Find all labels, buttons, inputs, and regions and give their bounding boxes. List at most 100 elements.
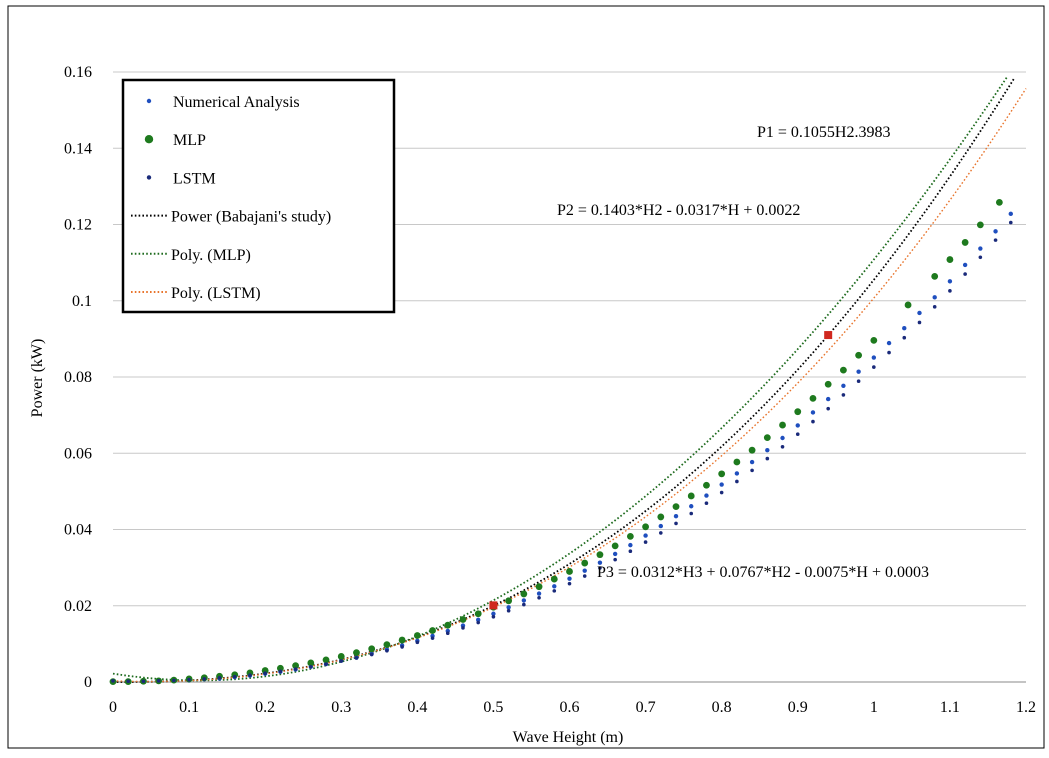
point-lstm — [278, 669, 283, 674]
y-tick-labels: 0 0.02 0.04 0.06 0.08 0.1 0.12 0.14 0.16 — [64, 64, 92, 691]
point-numerical-analysis — [886, 340, 892, 346]
y-tick-label: 0.16 — [64, 64, 92, 81]
x-tick-label: 0.9 — [788, 699, 808, 716]
point-mlp — [535, 583, 543, 591]
point-mlp — [307, 659, 315, 667]
point-lstm — [187, 677, 191, 682]
y-tick-label: 0.06 — [64, 445, 92, 462]
point-lstm — [309, 664, 313, 669]
legend-label-power-babajani-s-study-: Power (Babajani's study) — [171, 209, 331, 226]
x-tick-labels: 0 0.1 0.2 0.3 0.4 0.5 0.6 0.7 0.8 0.9 1 1.1 1.2 — [109, 699, 1036, 716]
y-tick-label: 0.14 — [64, 140, 92, 157]
point-numerical-analysis — [628, 542, 633, 548]
point-mlp — [824, 380, 832, 388]
point-lstm — [172, 678, 176, 683]
point-lstm — [126, 679, 131, 684]
point-mlp — [429, 627, 436, 634]
point-mlp — [687, 492, 695, 500]
legend: Numerical Analysis MLP LSTM Power (Babajani… — [121, 78, 396, 314]
point-mlp — [904, 301, 912, 309]
point-mlp — [413, 632, 421, 639]
point-numerical-analysis — [734, 471, 740, 476]
point-numerical-analysis — [825, 396, 831, 402]
point-lstm — [111, 679, 115, 683]
trend-line-power-babajani — [113, 77, 1016, 683]
legend-label-numerical-analysis: Numerical Analysis — [173, 94, 300, 111]
point-mlp — [322, 656, 330, 664]
x-tick-label: 0.3 — [331, 699, 351, 716]
point-lstm — [582, 574, 587, 578]
point-numerical-analysis — [491, 611, 496, 616]
point-mlp — [383, 641, 391, 649]
point-lstm — [537, 595, 541, 600]
point-mlp — [995, 198, 1003, 206]
legend-box — [121, 78, 396, 314]
point-lstm — [963, 272, 967, 276]
x-tick-label: 0.8 — [712, 699, 732, 716]
x-tick-label: 0.6 — [560, 699, 580, 716]
point-mlp — [276, 664, 284, 672]
point-numerical-analysis — [597, 560, 603, 565]
point-mlp — [672, 503, 680, 511]
point-lstm — [567, 581, 572, 586]
point-mlp — [931, 272, 939, 280]
x-axis-label: Wave Height (m) — [513, 729, 624, 746]
point-numerical-analysis — [536, 591, 542, 596]
y-tick-label: 0.1 — [72, 293, 92, 310]
point-lstm — [719, 490, 724, 495]
point-mlp — [444, 621, 452, 629]
point-lstm — [872, 365, 876, 369]
point-numerical-analysis — [810, 410, 816, 415]
point-numerical-analysis — [902, 326, 907, 331]
x-tick-label: 0.4 — [407, 699, 427, 716]
point-mlp — [870, 337, 878, 344]
point-numerical-analysis — [658, 523, 663, 529]
point-lstm — [795, 432, 800, 436]
point-lstm — [628, 549, 633, 554]
point-mlp — [353, 649, 360, 657]
point-numerical-analysis — [673, 513, 679, 519]
point-mlp — [550, 575, 558, 583]
point-lstm — [293, 667, 298, 671]
legend-label-poly-mlp-: Poly. (MLP) — [171, 247, 251, 264]
point-lstm — [400, 645, 404, 649]
point-mlp — [976, 221, 984, 229]
y-tick-label: 0.02 — [64, 598, 92, 615]
point-numerical-analysis — [612, 551, 618, 557]
point-mlp — [794, 408, 802, 416]
point-mlp — [261, 667, 269, 674]
point-lstm — [689, 511, 694, 516]
equation-p3: P3 = 0.0312*H3 + 0.0767*H2 - 0.0075*H + … — [597, 564, 929, 581]
point-numerical-analysis — [689, 504, 694, 509]
y-tick-label: 0 — [84, 674, 92, 691]
point-numerical-analysis — [704, 493, 709, 498]
point-lstm — [506, 608, 511, 613]
point-numerical-analysis — [978, 246, 983, 251]
x-tick-label: 0.5 — [483, 699, 503, 716]
point-lstm — [202, 677, 207, 681]
point-mlp — [946, 256, 954, 263]
point-mlp — [718, 470, 726, 478]
point-mlp — [459, 616, 467, 623]
point-lstm — [445, 631, 450, 635]
point-numerical-analysis — [719, 482, 724, 487]
x-tick-label: 0.1 — [179, 699, 199, 716]
legend-swatch-mlp — [144, 135, 154, 144]
point-lstm — [902, 335, 907, 340]
point-numerical-analysis — [932, 295, 937, 300]
point-lstm — [1008, 220, 1013, 225]
point-lstm — [704, 501, 709, 505]
point-mlp — [748, 446, 756, 454]
point-lstm — [643, 540, 648, 544]
point-mlp — [733, 458, 741, 466]
point-lstm — [476, 620, 481, 625]
point-mlp — [474, 610, 482, 618]
point-lstm — [613, 557, 617, 562]
point-mlp — [368, 645, 376, 653]
x-tick-label: 0.2 — [255, 699, 275, 716]
point-lstm — [141, 679, 146, 684]
point-lstm — [780, 444, 785, 449]
point-lstm — [385, 648, 389, 653]
point-lstm — [552, 589, 557, 593]
point-lstm — [248, 673, 252, 677]
